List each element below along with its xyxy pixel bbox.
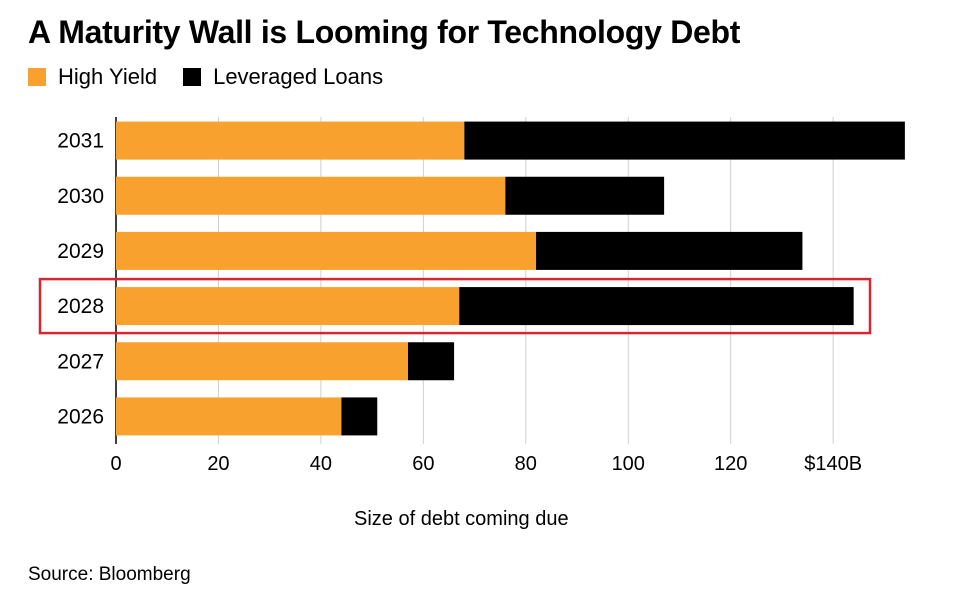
legend: High Yield Leveraged Loans (28, 64, 409, 90)
highlight-box (38, 277, 872, 335)
bar-leveraged-loans-2028 (459, 287, 854, 326)
x-axis-label: Size of debt coming due (354, 508, 569, 530)
highlight-rectangle-2028 (38, 277, 872, 335)
bar-high-yield-2030 (116, 176, 506, 215)
legend-swatch-leveraged-loans (183, 68, 202, 86)
legend-label-leveraged-loans: Leveraged Loans (213, 64, 384, 89)
legend-item-high-yield: High Yield (28, 64, 157, 90)
bar-leveraged-loans-2029 (536, 231, 803, 270)
y-tick-labels: 2031 2030 2029 2028 2027 2026 (57, 130, 104, 429)
source-note: Source: Bloomberg (28, 564, 191, 585)
x-tick-label: 0 (110, 453, 121, 475)
y-tick-label-2026: 2026 (57, 405, 104, 428)
y-tick-label-2030: 2030 (57, 185, 104, 208)
bar-high-yield-2029 (116, 231, 537, 270)
y-tick-label-2028: 2028 (57, 295, 104, 318)
x-tick-label: 120 (714, 453, 747, 475)
chart-title: A Maturity Wall is Looming for Technolog… (28, 14, 741, 50)
x-tick-label: 60 (412, 453, 434, 475)
bar-leveraged-loans-2027 (407, 342, 455, 381)
x-tick-label: 100 (612, 453, 645, 475)
bars (116, 121, 905, 436)
y-tick-label-2031: 2031 (57, 130, 104, 153)
bar-high-yield-2026 (116, 397, 342, 436)
x-tick-label: $140B (804, 453, 862, 475)
x-tick-labels: 0 20 40 60 80 100 120 $140B (110, 453, 862, 475)
x-tick-label: 20 (207, 453, 229, 475)
bar-high-yield-2028 (116, 287, 460, 326)
legend-item-leveraged-loans: Leveraged Loans (183, 64, 383, 90)
bar-leveraged-loans-2026 (341, 397, 378, 436)
legend-label-high-yield: High Yield (58, 64, 158, 89)
y-tick-label-2027: 2027 (57, 350, 104, 373)
bar-high-yield-2031 (116, 121, 465, 160)
x-tick-label: 80 (515, 453, 537, 475)
legend-swatch-high-yield (28, 68, 46, 86)
grid-lines (115, 117, 834, 444)
y-tick-label-2029: 2029 (57, 240, 104, 263)
bar-high-yield-2027 (116, 342, 408, 381)
x-tick-label: 40 (310, 453, 332, 475)
bar-leveraged-loans-2030 (505, 176, 665, 215)
bar-leveraged-loans-2031 (464, 121, 905, 160)
